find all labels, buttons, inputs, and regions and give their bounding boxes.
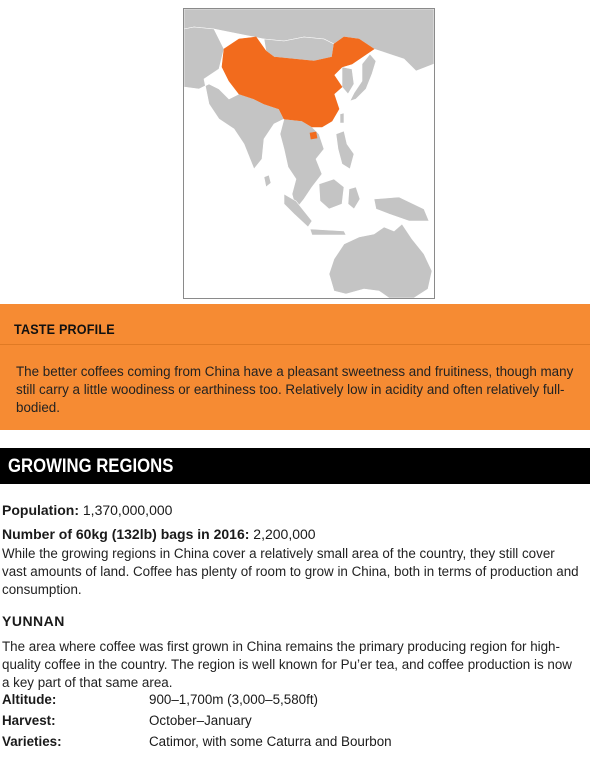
korea bbox=[341, 66, 355, 95]
asia-map bbox=[183, 8, 435, 299]
new-guinea bbox=[373, 196, 430, 222]
sri-lanka bbox=[263, 174, 272, 188]
sulawesi bbox=[347, 186, 361, 210]
altitude-label: Altitude: bbox=[2, 692, 57, 707]
japan bbox=[349, 53, 377, 102]
population-value: 1,370,000,000 bbox=[82, 502, 173, 518]
bags-value: 2,200,000 bbox=[253, 526, 316, 542]
java bbox=[309, 228, 347, 236]
varieties-label: Varieties: bbox=[2, 734, 62, 749]
bags-stat: Number of 60kg (132lb) bags in 2016: 2,2… bbox=[2, 526, 316, 542]
growing-regions-intro: While the growing regions in China cover… bbox=[2, 546, 579, 597]
fact-row-harvest: Harvest: October–January bbox=[2, 713, 582, 734]
southeast-asia-mainland bbox=[279, 118, 325, 210]
hainan-highlight bbox=[309, 131, 318, 140]
taste-profile-divider bbox=[0, 344, 590, 345]
population-label: Population: bbox=[2, 502, 79, 518]
growing-regions-title: GROWING REGIONS bbox=[8, 456, 174, 477]
harvest-label: Harvest: bbox=[2, 713, 56, 728]
yunnan-title: YUNNAN bbox=[2, 613, 65, 629]
fact-row-varieties: Varieties: Catimor, with some Caturra an… bbox=[2, 734, 582, 755]
growing-regions-header: GROWING REGIONS bbox=[0, 448, 590, 484]
fact-row-altitude: Altitude: 900–1,700m (3,000–5,580ft) bbox=[2, 692, 582, 713]
asia-map-svg bbox=[184, 9, 434, 298]
harvest-value: October–January bbox=[149, 713, 252, 728]
taiwan bbox=[339, 112, 345, 124]
population-stat: Population: 1,370,000,000 bbox=[2, 502, 172, 518]
borneo bbox=[318, 178, 345, 210]
taste-profile-text: The better coffees coming from China hav… bbox=[16, 364, 574, 415]
south-asia-region bbox=[184, 26, 285, 170]
altitude-value: 900–1,700m (3,000–5,580ft) bbox=[149, 692, 318, 707]
bags-label: Number of 60kg (132lb) bags in 2016: bbox=[2, 526, 250, 542]
philippines bbox=[335, 130, 355, 170]
taste-profile-title: TASTE PROFILE bbox=[14, 321, 115, 337]
taste-profile-box: TASTE PROFILE The better coffees coming … bbox=[0, 304, 590, 430]
yunnan-facts: Altitude: 900–1,700m (3,000–5,580ft) Har… bbox=[2, 692, 582, 755]
china-highlight bbox=[221, 36, 375, 128]
varieties-value: Catimor, with some Caturra and Bourbon bbox=[149, 734, 392, 749]
australia bbox=[328, 223, 433, 298]
yunnan-text: The area where coffee was first grown in… bbox=[2, 639, 572, 690]
sumatra bbox=[283, 193, 313, 228]
